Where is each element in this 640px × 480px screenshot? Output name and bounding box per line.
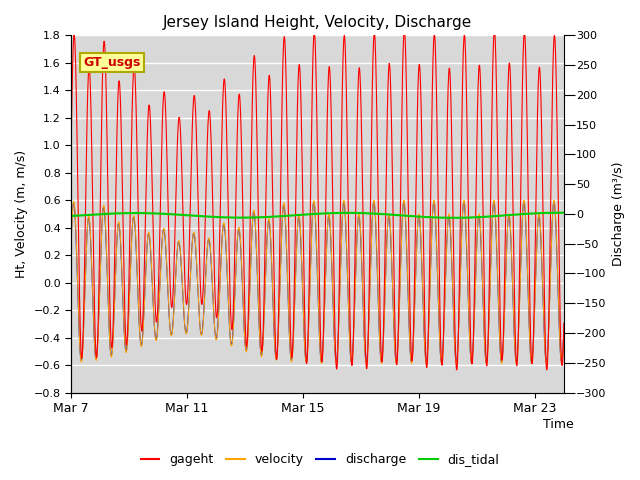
- discharge: [191, 232, 198, 238]
- X-axis label: Time: Time: [543, 418, 574, 431]
- Y-axis label: Ht, Velocity (m, m/s): Ht, Velocity (m, m/s): [15, 150, 28, 278]
- gageht: [452, 367, 460, 372]
- velocity: [560, 331, 568, 336]
- discharge: [148, 277, 156, 283]
- gageht: [67, 146, 75, 152]
- gageht: [401, 27, 408, 33]
- Legend: gageht, velocity, discharge, dis_tidal: gageht, velocity, discharge, dis_tidal: [136, 448, 504, 471]
- Text: GT_usgs: GT_usgs: [83, 56, 141, 69]
- dis_tidal: [177, 212, 184, 217]
- Line: dis_tidal: dis_tidal: [71, 213, 564, 218]
- dis_tidal: [67, 213, 75, 219]
- discharge: [452, 359, 460, 364]
- gageht: [452, 352, 460, 358]
- dis_tidal: [191, 213, 198, 218]
- dis_tidal: [450, 215, 458, 221]
- discharge: [370, 199, 378, 204]
- velocity: [452, 358, 460, 363]
- discharge: [177, 251, 184, 256]
- velocity: [490, 197, 498, 203]
- discharge: [332, 358, 340, 363]
- velocity: [67, 243, 75, 249]
- Y-axis label: Discharge (m³/s): Discharge (m³/s): [612, 162, 625, 266]
- Line: velocity: velocity: [71, 200, 564, 364]
- Line: gageht: gageht: [71, 30, 564, 370]
- gageht: [191, 93, 198, 98]
- dis_tidal: [452, 215, 460, 221]
- velocity: [332, 359, 340, 364]
- velocity: [81, 298, 88, 303]
- discharge: [438, 360, 445, 365]
- gageht: [148, 177, 156, 182]
- velocity: [177, 249, 184, 254]
- gageht: [177, 128, 184, 134]
- dis_tidal: [148, 210, 156, 216]
- Line: discharge: discharge: [71, 202, 564, 362]
- dis_tidal: [332, 210, 340, 216]
- velocity: [191, 230, 198, 236]
- gageht: [332, 355, 340, 360]
- Title: Jersey Island Height, Velocity, Discharge: Jersey Island Height, Velocity, Discharg…: [163, 15, 472, 30]
- gageht: [560, 320, 568, 326]
- discharge: [67, 240, 75, 246]
- dis_tidal: [560, 210, 568, 216]
- velocity: [148, 275, 156, 280]
- discharge: [560, 327, 568, 333]
- gageht: [81, 254, 88, 260]
- dis_tidal: [81, 212, 88, 218]
- dis_tidal: [556, 210, 563, 216]
- discharge: [81, 294, 88, 300]
- velocity: [422, 361, 430, 367]
